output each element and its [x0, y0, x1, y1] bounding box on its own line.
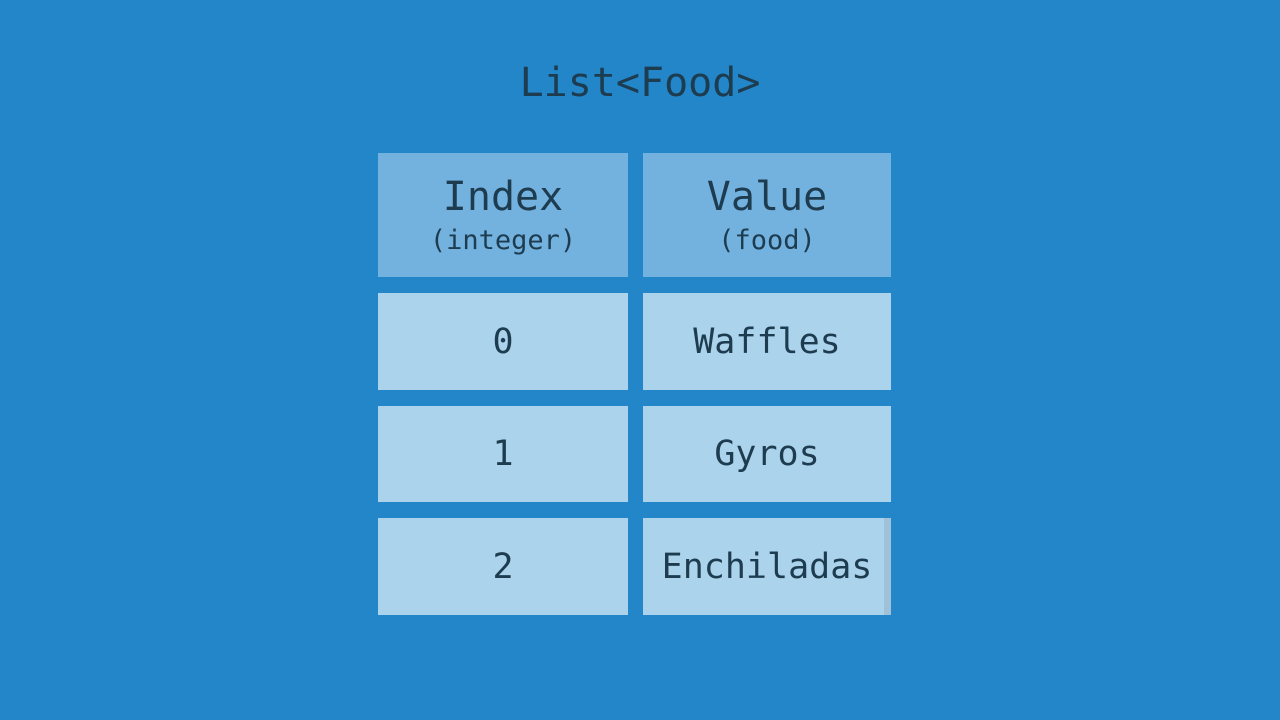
- value-cell-row-2: Enchiladas: [643, 518, 891, 615]
- animation-edge-artifact: [884, 518, 891, 615]
- column-header-value-label: Value: [706, 173, 828, 220]
- value-cell-row-0: Waffles: [643, 293, 891, 390]
- index-cell-text: 0: [492, 321, 514, 362]
- column-header-value-type: (food): [718, 224, 816, 256]
- list-table: Index (integer) Value (food) 0 Waffles 1…: [378, 153, 891, 615]
- value-cell-row-1: Gyros: [643, 406, 891, 502]
- index-cell-row-2: 2: [378, 518, 628, 615]
- value-cell-text: Enchiladas: [661, 546, 873, 587]
- column-header-index-type: (integer): [429, 224, 577, 256]
- index-cell-text: 2: [492, 546, 514, 587]
- index-cell-row-1: 1: [378, 406, 628, 502]
- value-cell-text: Gyros: [714, 434, 820, 474]
- column-header-index: Index (integer): [378, 153, 628, 277]
- page-title: List<Food>: [519, 60, 761, 106]
- value-cell-text: Waffles: [693, 321, 841, 362]
- index-cell-row-0: 0: [378, 293, 628, 390]
- index-cell-text: 1: [492, 434, 514, 474]
- column-header-index-label: Index: [442, 173, 564, 220]
- column-header-value: Value (food): [643, 153, 891, 277]
